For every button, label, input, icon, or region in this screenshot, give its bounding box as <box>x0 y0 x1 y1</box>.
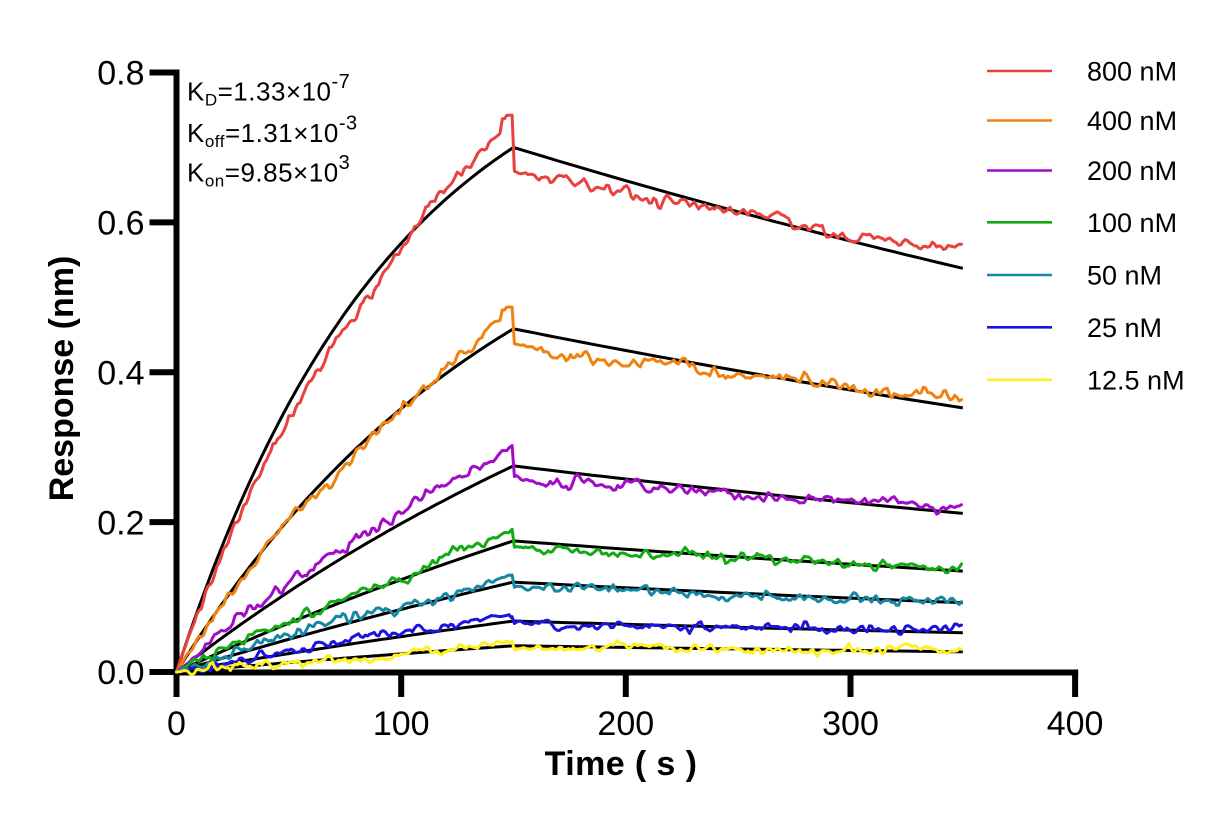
svg-text:800 nM: 800 nM <box>1087 57 1177 87</box>
svg-text:200 nM: 200 nM <box>1087 156 1177 186</box>
svg-text:KD=1.33×10-7: KD=1.33×10-7 <box>187 71 350 110</box>
svg-text:0.2: 0.2 <box>97 504 144 542</box>
svg-text:0.8: 0.8 <box>97 55 144 93</box>
svg-text:0.4: 0.4 <box>97 354 144 392</box>
svg-text:Time ( s ): Time ( s ) <box>545 745 698 783</box>
svg-text:300: 300 <box>822 705 879 743</box>
svg-text:Koff=1.31×10-3: Koff=1.31×10-3 <box>187 112 358 151</box>
svg-text:100 nM: 100 nM <box>1087 208 1177 238</box>
svg-text:Kon=9.85×103: Kon=9.85×103 <box>187 152 350 191</box>
svg-text:50 nM: 50 nM <box>1087 261 1162 291</box>
svg-text:200: 200 <box>597 705 654 743</box>
svg-text:100: 100 <box>373 705 430 743</box>
svg-text:Response (nm): Response (nm) <box>43 256 81 502</box>
svg-text:0.0: 0.0 <box>97 654 144 692</box>
svg-text:0.6: 0.6 <box>97 205 144 243</box>
svg-text:400: 400 <box>1047 705 1104 743</box>
svg-text:25 nM: 25 nM <box>1087 313 1162 343</box>
svg-text:400 nM: 400 nM <box>1087 106 1177 136</box>
svg-text:0: 0 <box>167 705 186 743</box>
svg-text:12.5 nM: 12.5 nM <box>1087 366 1185 396</box>
